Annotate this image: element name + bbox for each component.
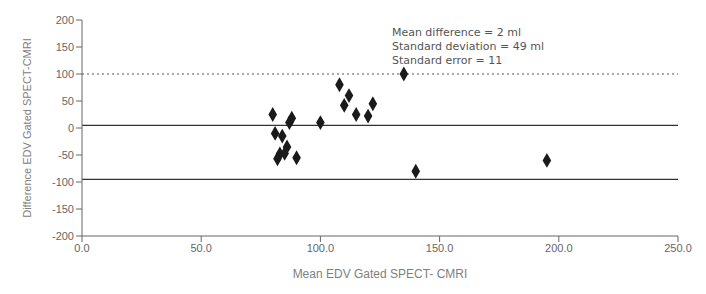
svg-text:Difference EDV Gated SPECT-CMR: Difference EDV Gated SPECT-CMRI: [21, 38, 33, 218]
svg-text:50.0: 50.0: [190, 242, 211, 254]
svg-text:150.0: 150.0: [426, 242, 454, 254]
svg-text:50: 50: [62, 95, 74, 107]
svg-text:200: 200: [56, 14, 74, 26]
svg-text:100.0: 100.0: [307, 242, 335, 254]
svg-text:-50: -50: [58, 149, 74, 161]
html-text:Mean difference = 2 ml Standar: Mean difference = 2 ml Standard deviatio…: [391, 26, 545, 68]
svg-text:250.0: 250.0: [664, 242, 692, 254]
svg-text:150: 150: [56, 41, 74, 53]
svg-text:200.0: 200.0: [545, 242, 573, 254]
svg-text:-150: -150: [52, 203, 74, 215]
svg-text:100: 100: [56, 68, 74, 80]
svg-text:0: 0: [68, 122, 74, 134]
svg-text:Mean EDV Gated SPECT- CMRI: Mean EDV Gated SPECT- CMRI: [293, 267, 468, 281]
svg-text:-200: -200: [52, 230, 74, 242]
svg-text:0.0: 0.0: [74, 242, 89, 254]
svg-text:-100: -100: [52, 176, 74, 188]
